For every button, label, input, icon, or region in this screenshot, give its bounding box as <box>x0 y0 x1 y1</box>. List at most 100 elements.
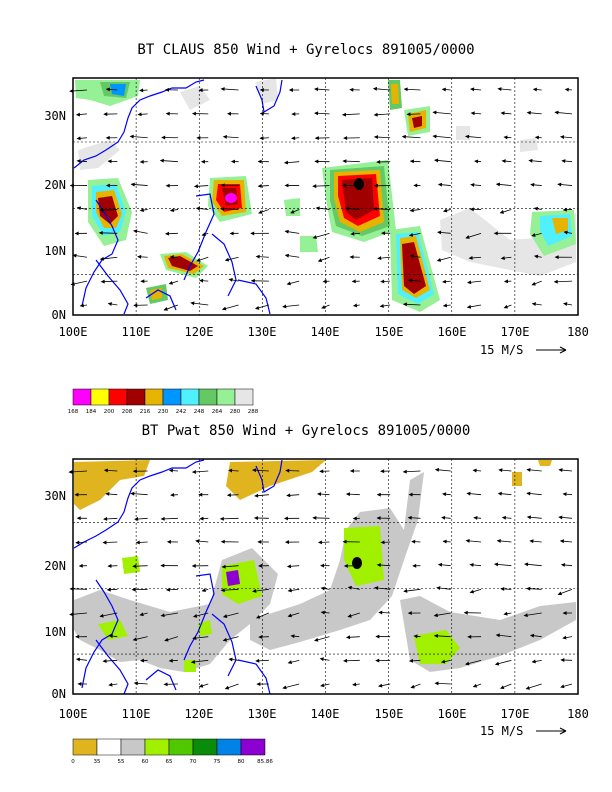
bottom-x-tick: 140E <box>311 707 340 721</box>
wind-vector <box>191 111 209 116</box>
wind-vector <box>139 658 148 663</box>
wind-vector <box>469 207 482 212</box>
top-y-tick-labels: 0N 10N 20N 30N <box>44 109 66 322</box>
wind-vector <box>76 516 88 521</box>
wind-vector <box>376 492 391 497</box>
top-x-tick: 130E <box>248 325 277 339</box>
wind-vector <box>503 611 512 616</box>
wind-vector <box>250 278 269 283</box>
wind-vector <box>259 87 269 92</box>
wind-vector <box>433 633 451 638</box>
wind-vector <box>401 134 421 139</box>
wind-vector <box>562 611 573 615</box>
wind-vector <box>287 659 300 665</box>
wind-vector <box>315 206 330 211</box>
wind-vector <box>255 658 269 663</box>
top-y-tick: 10N <box>44 244 66 258</box>
wind-vector <box>554 110 573 115</box>
wind-vector <box>341 112 360 117</box>
wind-vector <box>258 209 270 214</box>
wind-vector <box>343 563 360 568</box>
bottom-colorbar: 0 35 55 60 65 70 75 80 85.86 <box>71 738 273 765</box>
colorbar-label: 216 <box>140 409 151 415</box>
wind-vector <box>499 209 512 214</box>
wind-vector <box>322 279 330 284</box>
wind-vector <box>465 538 482 543</box>
wind-vector <box>75 540 88 545</box>
colorbar-label: 242 <box>176 409 187 415</box>
wind-vector <box>407 515 421 520</box>
wind-vector <box>107 302 118 306</box>
colorbar-swatch <box>240 738 266 756</box>
wind-vector <box>493 562 512 567</box>
wind-vector <box>469 588 482 594</box>
wind-vector <box>284 540 300 545</box>
wind-vector <box>524 562 542 567</box>
wind-vector <box>320 563 330 568</box>
wind-vector <box>349 469 360 473</box>
wind-vector <box>193 184 209 189</box>
wind-vector <box>375 658 391 663</box>
wind-vector <box>228 278 239 282</box>
wind-vector <box>531 232 542 237</box>
wind-vector <box>196 256 209 262</box>
bottom-x-tick: 180 <box>567 707 589 721</box>
wind-vector <box>163 304 179 311</box>
wind-vector <box>466 491 482 496</box>
wind-vector <box>379 304 391 308</box>
wind-vector <box>229 231 239 236</box>
wind-vector <box>195 539 209 544</box>
wind-vector <box>192 612 209 618</box>
wind-vector <box>440 659 451 664</box>
wind-vector <box>465 232 482 239</box>
wind-vector <box>317 492 330 497</box>
wind-vector <box>351 279 360 284</box>
wind-vector <box>560 658 573 662</box>
wind-vector <box>312 515 330 520</box>
wind-vector <box>220 87 239 91</box>
wind-vector <box>442 539 451 544</box>
wind-vector <box>133 229 148 234</box>
wind-vector <box>533 206 542 211</box>
wind-vector <box>526 586 542 591</box>
wind-vector <box>314 159 330 164</box>
wind-vector <box>493 231 512 236</box>
wind-vector <box>130 491 148 496</box>
wind-vector <box>107 159 118 164</box>
wind-vector <box>200 159 209 164</box>
wind-vector <box>531 302 542 307</box>
wind-vector <box>99 612 118 618</box>
wind-vector <box>226 111 239 116</box>
wind-vector <box>199 516 209 521</box>
colorbar-swatch <box>120 738 146 756</box>
wind-vector <box>525 683 542 690</box>
wind-vector <box>79 303 88 308</box>
wind-vector <box>201 232 209 237</box>
top-x-tick: 140E <box>311 325 340 339</box>
wind-vector <box>78 563 88 568</box>
bottom-x-tick-labels: 100E 110E 120E 130E 140E 150E 160E 170E … <box>59 707 589 721</box>
wind-vector <box>291 112 300 116</box>
top-map-panel: 100E 110E 120E 130E 140E 150E 160E 170E … <box>44 77 589 415</box>
wind-vector <box>533 254 542 259</box>
wind-vector <box>314 136 330 141</box>
top-y-tick: 20N <box>44 178 66 192</box>
wind-vector <box>196 135 209 140</box>
wind-vector <box>349 255 360 259</box>
wind-vector <box>526 110 542 115</box>
wind-vector <box>563 302 573 306</box>
wind-vector <box>224 256 239 262</box>
wind-vector <box>168 468 178 473</box>
wind-vector <box>321 304 330 309</box>
wind-vector <box>254 304 269 310</box>
wind-vector <box>434 681 451 686</box>
wind-vector <box>529 539 542 544</box>
wind-vector <box>437 562 451 567</box>
wind-vector <box>381 231 391 236</box>
wind-vector <box>252 588 269 593</box>
wind-vector <box>408 232 421 237</box>
wind-vector <box>561 159 573 163</box>
wind-vector <box>472 468 482 473</box>
wind-vector <box>345 635 360 640</box>
wind-vector <box>463 610 482 615</box>
